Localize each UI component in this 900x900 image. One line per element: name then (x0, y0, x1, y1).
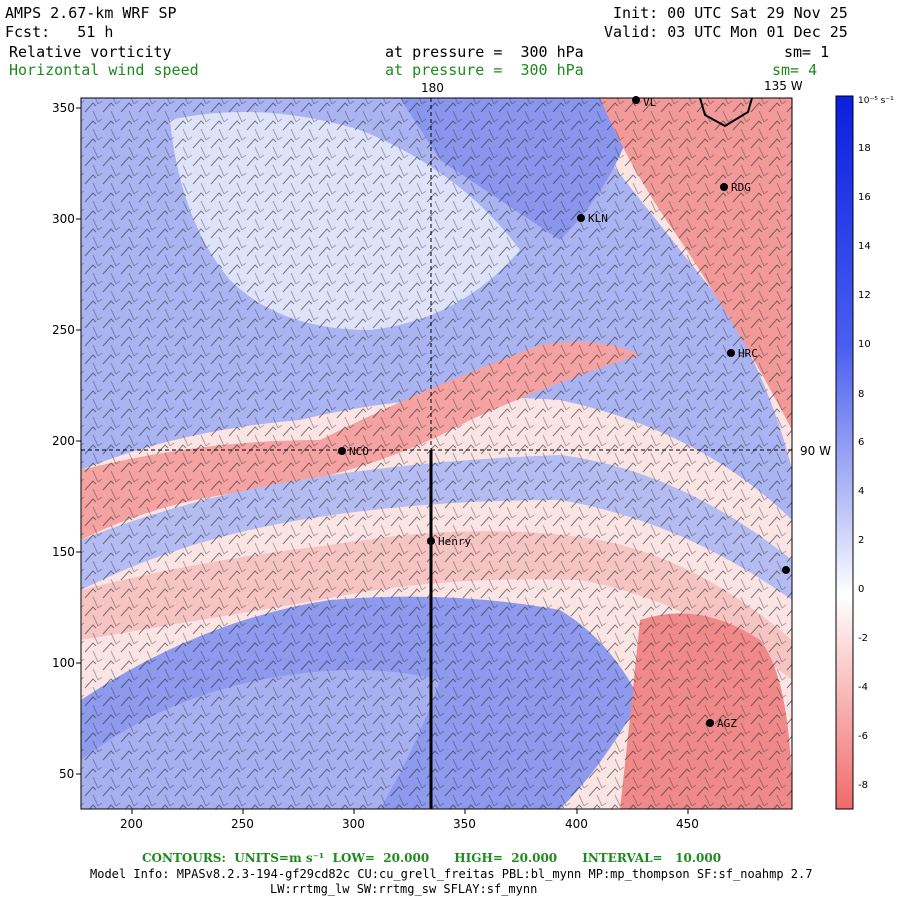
svg-text:350: 350 (453, 817, 476, 831)
svg-text:4: 4 (858, 486, 864, 497)
svg-text:NCO: NCO (349, 445, 369, 458)
svg-text:200: 200 (120, 817, 143, 831)
svg-text:Henry: Henry (438, 535, 471, 548)
field2-level: at pressure = 300 hPa (385, 61, 584, 79)
svg-text:HRC: HRC (738, 347, 758, 360)
svg-text:VL: VL (643, 96, 657, 109)
svg-text:6: 6 (858, 437, 864, 448)
svg-text:2: 2 (858, 535, 864, 546)
field2-name: Horizontal wind speed (9, 61, 199, 79)
station-kln: KLN (577, 212, 608, 225)
svg-text:200: 200 (52, 434, 75, 448)
x-axis: 200 250 300 350 400 450 (120, 809, 699, 831)
field1-smoothing: sm= 1 (784, 43, 830, 61)
init-time: Init: 00 UTC Sat 29 Nov 25 (613, 4, 848, 22)
svg-text:100: 100 (52, 656, 75, 670)
svg-text:KLN: KLN (588, 212, 608, 225)
field1-level: at pressure = 300 hPa (385, 43, 584, 61)
svg-text:250: 250 (52, 323, 75, 337)
station-marker (782, 566, 790, 574)
label-180: 180 (421, 81, 444, 95)
forecast-hour: Fcst: 51 h (5, 23, 114, 41)
svg-text:-2: -2 (858, 633, 868, 644)
svg-text:-8: -8 (858, 780, 868, 791)
station-nco: NCO (338, 445, 369, 458)
station-henry: Henry (427, 535, 471, 548)
label-135w: 135 W (764, 79, 803, 93)
colorbar-unit: 10⁻⁵ s⁻¹ (858, 96, 894, 106)
model-info-physics: LW:rrtmg_lw SW:rrtmg_sw SFLAY:sf_mynn (270, 882, 538, 896)
svg-text:10: 10 (858, 339, 871, 350)
svg-text:300: 300 (342, 817, 365, 831)
svg-text:AGZ: AGZ (717, 717, 737, 730)
model-info: Model Info: MPASv8.2.3-194-gf29cd82c CU:… (90, 867, 813, 881)
svg-text:18: 18 (858, 143, 871, 154)
svg-text:8: 8 (858, 389, 864, 400)
label-90w: 90 W (800, 444, 831, 458)
svg-text:-6: -6 (858, 731, 868, 742)
contours-info: CONTOURS: UNITS=m s⁻¹ LOW= 20.000 HIGH= … (142, 851, 722, 865)
svg-text:14: 14 (858, 241, 871, 252)
field1-name: Relative vorticity (9, 43, 172, 61)
station-agz: AGZ (706, 717, 737, 730)
svg-text:450: 450 (676, 817, 699, 831)
svg-text:250: 250 (231, 817, 254, 831)
svg-text:16: 16 (858, 192, 871, 203)
vorticity-field (81, 98, 792, 809)
station-hrc: HRC (727, 347, 758, 360)
svg-text:300: 300 (52, 212, 75, 226)
valid-time: Valid: 03 UTC Mon 01 Dec 25 (604, 23, 848, 41)
svg-text:RDG: RDG (731, 181, 751, 194)
field2-smoothing: sm= 4 (772, 61, 818, 79)
svg-text:350: 350 (52, 101, 75, 115)
colorbar-labels: 18 16 14 12 10 8 6 4 2 0 -2 -4 -6 -8 (858, 143, 871, 791)
svg-text:0: 0 (858, 584, 864, 595)
station-vl: VL (632, 96, 657, 109)
svg-text:150: 150 (52, 545, 75, 559)
svg-text:-4: -4 (858, 682, 868, 693)
svg-text:12: 12 (858, 290, 871, 301)
y-axis: 350 300 250 200 150 100 50 (52, 101, 81, 781)
svg-text:50: 50 (59, 767, 74, 781)
svg-text:400: 400 (565, 817, 588, 831)
colorbar: 10⁻⁵ s⁻¹ (835, 95, 894, 810)
model-title: AMPS 2.67-km WRF SP (5, 4, 177, 22)
station-rdg: RDG (720, 181, 751, 194)
